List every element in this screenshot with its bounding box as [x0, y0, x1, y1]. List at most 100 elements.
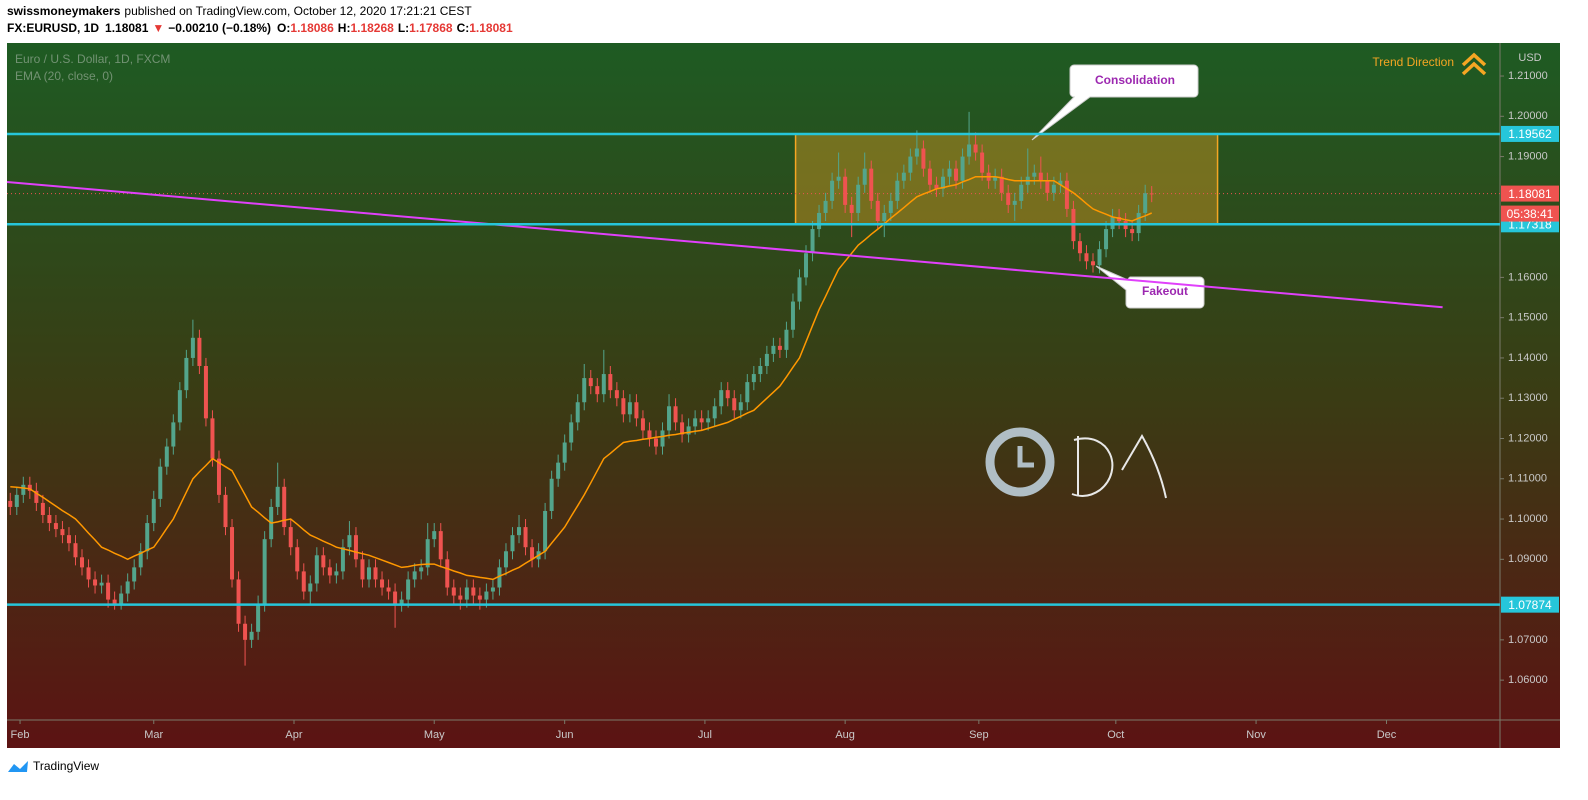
- candle-body: [295, 547, 300, 572]
- change: −0.00210 (−0.18%): [168, 21, 271, 35]
- candle-body: [738, 402, 743, 411]
- candle-body: [693, 418, 698, 427]
- candle-body: [869, 168, 874, 201]
- candle-body: [1012, 200, 1017, 205]
- trend-icon: [1461, 52, 1487, 76]
- candle-body: [203, 365, 208, 419]
- candle-body: [1045, 180, 1050, 193]
- candle-body: [745, 382, 750, 403]
- y-tick-label: 1.07000: [1508, 634, 1548, 646]
- candle-body: [8, 500, 13, 507]
- candle-body: [262, 539, 267, 604]
- candle-body: [99, 582, 104, 586]
- candle-body: [921, 148, 926, 169]
- y-tick-label: 1.09000: [1508, 553, 1548, 565]
- ema-line: [10, 175, 1152, 581]
- candle-body: [895, 180, 900, 201]
- y-tick-label: 1.19000: [1508, 150, 1548, 162]
- candle-body: [347, 535, 352, 548]
- candle-body: [575, 402, 580, 423]
- candle-body: [549, 478, 554, 511]
- candle-body: [980, 152, 985, 173]
- candle-body: [145, 523, 150, 552]
- candle-body: [275, 486, 280, 507]
- candle-body: [797, 277, 802, 302]
- price-label: 05:38:41: [1507, 207, 1554, 221]
- candle-body: [490, 587, 495, 592]
- candle-body: [106, 582, 111, 600]
- ohlc-label: O:: [277, 21, 290, 35]
- candle-body: [823, 200, 828, 213]
- x-tick-label: Dec: [1377, 729, 1397, 741]
- candle-body: [673, 406, 678, 423]
- handwriting: [1071, 434, 1167, 499]
- ohlc-label: L:: [398, 21, 409, 35]
- candle-body: [940, 176, 945, 189]
- candle-body: [119, 593, 124, 604]
- candle-body: [556, 462, 561, 479]
- candle-body: [699, 418, 704, 423]
- candle-body: [712, 406, 717, 419]
- candle-body: [393, 591, 398, 604]
- candle-body: [53, 523, 58, 530]
- candle-body: [608, 374, 613, 391]
- candle-body: [386, 587, 391, 592]
- candle-body: [732, 398, 737, 411]
- header-line: swissmoneymakers published on TradingView…: [7, 4, 472, 18]
- candle-body: [836, 176, 841, 181]
- candle-body: [353, 535, 358, 560]
- x-tick-label: Jun: [556, 729, 574, 741]
- candle-body: [327, 567, 332, 576]
- candle-body: [1104, 229, 1109, 250]
- candle-body: [1032, 172, 1037, 177]
- candle-body: [1110, 216, 1115, 230]
- candle-body: [210, 418, 215, 459]
- candle-body: [784, 329, 789, 350]
- candle-body: [875, 200, 880, 222]
- candle-body: [399, 599, 404, 604]
- price-label: 1.19562: [1508, 127, 1552, 141]
- candle-body: [34, 490, 39, 503]
- candle-body: [321, 555, 326, 568]
- candle-body: [627, 402, 632, 415]
- published: published on TradingView.com, October 12…: [124, 4, 472, 18]
- candle-body: [993, 176, 998, 181]
- trend-direction: Trend Direction: [1372, 55, 1454, 69]
- candle-body: [510, 535, 515, 552]
- x-tick-label: Aug: [835, 729, 855, 741]
- candle-body: [1117, 216, 1122, 222]
- symbol-line: FX:EURUSD, 1D 1.18081 ▼ −0.00210 (−0.18%) O:…: [7, 21, 513, 35]
- candle-body: [236, 579, 241, 624]
- candle-body: [471, 587, 476, 596]
- candle-body: [914, 148, 919, 157]
- x-tick-label: May: [424, 729, 445, 741]
- candle-body: [373, 567, 378, 580]
- annotation: Consolidation: [1095, 73, 1175, 87]
- y-tick-label: 1.16000: [1508, 271, 1548, 283]
- candle-body: [1051, 184, 1056, 193]
- price-label: 1.07874: [1508, 598, 1552, 612]
- candle-body: [458, 595, 463, 600]
- candle-body: [1136, 212, 1141, 234]
- arrow: ▼: [152, 21, 164, 35]
- candle-body: [380, 579, 385, 588]
- ohlc-value: 1.18086: [290, 21, 334, 35]
- ohlc-value: 1.17868: [409, 21, 453, 35]
- candle-body: [445, 559, 450, 588]
- annotation: Fakeout: [1142, 284, 1188, 298]
- candle-body: [288, 527, 293, 548]
- candle-body: [888, 200, 893, 213]
- ema-legend: EMA (20, close, 0): [15, 69, 113, 83]
- candle-body: [223, 494, 228, 528]
- brand: TradingView: [33, 759, 99, 773]
- candle-body: [80, 557, 85, 568]
- ohlc-label: H:: [338, 21, 351, 35]
- candle-body: [934, 184, 939, 189]
- author: swissmoneymakers: [7, 4, 121, 18]
- candle-body: [849, 204, 854, 213]
- price-label-bg: [1501, 596, 1559, 613]
- candle-body: [314, 555, 319, 584]
- candle-body: [804, 253, 809, 278]
- candle-body: [927, 168, 932, 185]
